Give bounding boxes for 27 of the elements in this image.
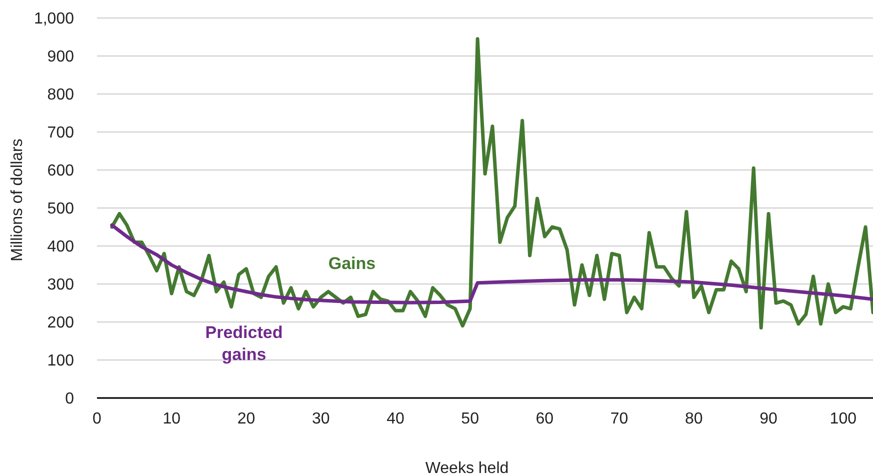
- y-tick-label: 100: [47, 352, 74, 370]
- x-tick-label: 60: [536, 410, 554, 428]
- y-tick-label: 500: [47, 200, 74, 218]
- x-tick-label: 30: [312, 410, 330, 428]
- y-tick-label: 0: [65, 390, 74, 408]
- y-tick-label: 600: [47, 162, 74, 180]
- x-tick-label: 100: [830, 410, 857, 428]
- y-tick-label: 300: [47, 276, 74, 294]
- x-tick-label: 0: [92, 410, 102, 428]
- series-label: Predicted gains: [205, 322, 283, 366]
- line-series: [110, 223, 873, 304]
- y-tick-label: 200: [47, 314, 74, 332]
- series-label: Gains: [328, 253, 376, 275]
- x-tick-label: 10: [162, 410, 181, 428]
- x-tick-label: 20: [237, 410, 256, 428]
- x-tick-label: 40: [386, 410, 404, 428]
- y-tick-label: 800: [47, 86, 74, 104]
- y-tick-label: 900: [47, 48, 74, 66]
- x-tick-label: 70: [610, 410, 628, 428]
- y-tick-label: 400: [47, 238, 74, 256]
- y-axis-title: Millions of dollars: [9, 138, 27, 262]
- y-tick-label: 1,000: [34, 10, 74, 28]
- x-tick-label: 80: [685, 410, 703, 428]
- x-tick-label: 90: [760, 410, 778, 428]
- x-axis-title: Weeks held: [425, 460, 509, 475]
- x-tick-label: 50: [461, 410, 480, 428]
- y-tick-label: 700: [47, 124, 74, 142]
